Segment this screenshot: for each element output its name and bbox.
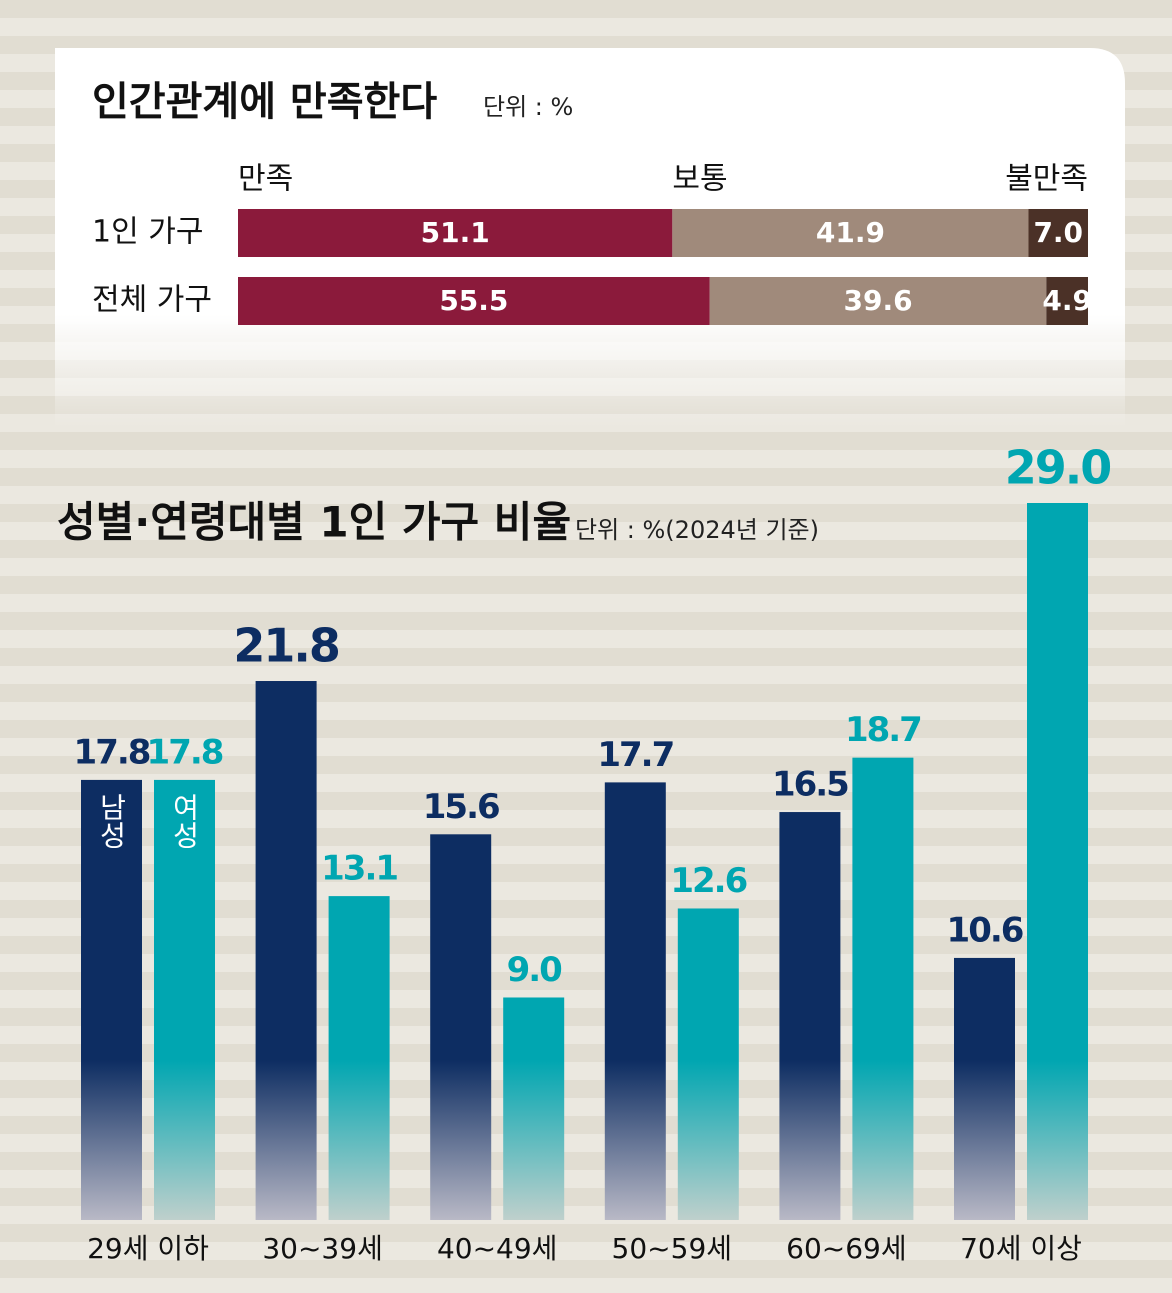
category-label: 1인 가구 xyxy=(92,215,203,250)
value-label: 4.9 xyxy=(1042,284,1092,317)
value-label: 17.8 xyxy=(147,732,223,772)
chart-title: 성별·연령대별 1인 가구 비율 xyxy=(57,498,571,547)
value-label: 41.9 xyxy=(816,216,885,249)
chart-subtitle: 단위 : %(2024년 기준) xyxy=(575,516,819,544)
bar xyxy=(954,957,1015,1220)
bar xyxy=(604,782,666,1220)
bar xyxy=(779,812,841,1220)
legend-label: 남성 xyxy=(95,793,128,849)
bar xyxy=(154,779,215,1220)
value-label: 18.7 xyxy=(845,710,921,750)
legend-label: 여성 xyxy=(168,793,201,849)
bar xyxy=(81,779,142,1220)
bar-segment xyxy=(1046,277,1088,325)
bar-segment xyxy=(238,209,673,257)
x-tick-label: 30~39세 xyxy=(262,1232,382,1265)
value-label: 29.0 xyxy=(1005,441,1111,495)
x-tick-label: 50~59세 xyxy=(612,1232,732,1265)
legend-label: 불만족 xyxy=(1005,162,1088,197)
x-tick-label: 70세 이상 xyxy=(960,1232,1082,1265)
bar-segment xyxy=(1028,209,1088,257)
bar xyxy=(852,757,914,1220)
value-label: 13.1 xyxy=(321,849,397,889)
value-label: 15.6 xyxy=(423,787,499,827)
x-tick-label: 40~49세 xyxy=(437,1232,557,1265)
bar-segment xyxy=(709,277,1047,325)
value-label: 51.1 xyxy=(421,216,490,249)
category-label: 전체 가구 xyxy=(92,283,212,318)
bar xyxy=(255,681,317,1220)
x-tick-label: 29세 이하 xyxy=(87,1232,209,1265)
bar-segment xyxy=(672,209,1029,257)
bar xyxy=(1027,503,1088,1220)
bar xyxy=(677,908,739,1220)
chart-subtitle: 단위 : % xyxy=(483,93,573,121)
bar xyxy=(503,997,565,1220)
legend-label: 만족 xyxy=(238,162,293,197)
value-label: 39.6 xyxy=(844,284,913,317)
value-label: 21.8 xyxy=(233,619,339,673)
value-label: 17.8 xyxy=(74,732,150,772)
value-label: 17.7 xyxy=(597,735,673,775)
value-label: 10.6 xyxy=(947,910,1023,950)
bar-segment xyxy=(238,277,710,325)
value-label: 16.5 xyxy=(772,765,848,805)
value-label: 55.5 xyxy=(439,284,508,317)
bar xyxy=(430,834,492,1220)
value-label: 9.0 xyxy=(507,950,563,990)
value-label: 7.0 xyxy=(1033,216,1083,249)
value-label: 12.6 xyxy=(670,861,746,901)
chart-title: 인간관계에 만족한다 xyxy=(92,79,437,125)
legend-label: 보통 xyxy=(672,162,727,197)
x-tick-label: 60~69세 xyxy=(786,1232,906,1265)
bar xyxy=(328,896,390,1220)
